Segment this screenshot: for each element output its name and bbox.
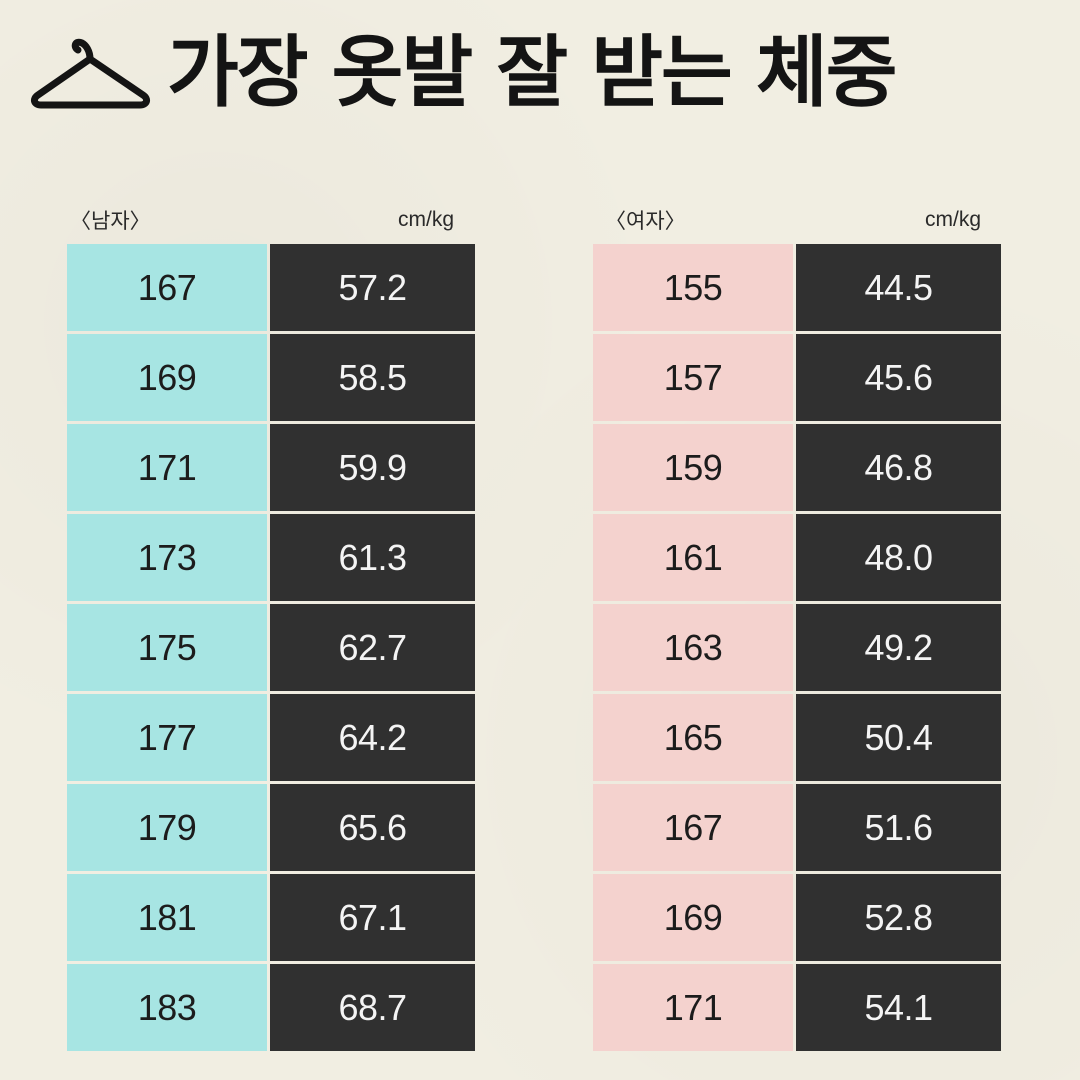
female-table-title: 〈여자〉 (605, 209, 686, 233)
female-weight-cell: 44.5 (796, 244, 1001, 331)
female-height-cell: 171 (593, 964, 793, 1051)
title-bar: 가장 옷발 잘 받는 체중 (28, 18, 897, 128)
female-height-cell: 163 (593, 604, 793, 691)
male-weight-cell: 57.2 (270, 244, 475, 331)
female-height-cell: 167 (593, 784, 793, 871)
female-table-row: 167 51.6 (593, 784, 1003, 873)
female-height-cell: 165 (593, 694, 793, 781)
female-weight-cell: 46.8 (796, 424, 1001, 511)
male-table-row: 177 64.2 (67, 694, 477, 783)
female-weight-table: 155 44.5 157 45.6 159 46.8 161 48.0 163 49.2 165 50… (593, 244, 1003, 1053)
male-height-cell: 173 (67, 514, 267, 601)
male-table-row: 169 58.5 (67, 334, 477, 423)
male-weight-cell: 61.3 (270, 514, 475, 601)
male-table-row: 179 65.6 (67, 784, 477, 873)
male-height-cell: 179 (67, 784, 267, 871)
male-weight-cell: 67.1 (270, 874, 475, 961)
female-height-cell: 169 (593, 874, 793, 961)
male-height-cell: 171 (67, 424, 267, 511)
male-height-cell: 167 (67, 244, 267, 331)
male-height-cell: 183 (67, 964, 267, 1051)
hanger-icon (30, 38, 151, 109)
female-table-row: 171 54.1 (593, 964, 1003, 1053)
male-table-row: 171 59.9 (67, 424, 477, 513)
female-height-cell: 155 (593, 244, 793, 331)
male-table-row: 183 68.7 (67, 964, 477, 1053)
female-weight-cell: 51.6 (796, 784, 1001, 871)
female-table-row: 165 50.4 (593, 694, 1003, 783)
page-title: 가장 옷발 잘 받는 체중 (167, 28, 897, 118)
female-weight-cell: 49.2 (796, 604, 1001, 691)
female-unit-label: cm/kg (925, 208, 982, 231)
female-table-row: 157 45.6 (593, 334, 1003, 423)
female-height-cell: 157 (593, 334, 793, 421)
male-unit-label: cm/kg (398, 208, 455, 231)
male-weight-table: 167 57.2 169 58.5 171 59.9 173 61.3 175 62.7 177 64… (67, 244, 477, 1053)
male-weight-cell: 59.9 (270, 424, 475, 511)
female-height-cell: 161 (593, 514, 793, 601)
male-weight-cell: 62.7 (270, 604, 475, 691)
male-weight-cell: 64.2 (270, 694, 475, 781)
female-weight-cell: 52.8 (796, 874, 1001, 961)
male-height-cell: 175 (67, 604, 267, 691)
male-weight-cell: 58.5 (270, 334, 475, 421)
male-height-cell: 169 (67, 334, 267, 421)
female-table-row: 161 48.0 (593, 514, 1003, 603)
male-weight-cell: 68.7 (270, 964, 475, 1051)
female-weight-cell: 50.4 (796, 694, 1001, 781)
male-weight-cell: 65.6 (270, 784, 475, 871)
male-height-cell: 177 (67, 694, 267, 781)
male-table-row: 175 62.7 (67, 604, 477, 693)
female-table-row: 169 52.8 (593, 874, 1003, 963)
male-table-row: 167 57.2 (67, 244, 477, 333)
male-table-title: 〈남자〉 (70, 209, 151, 233)
female-table-row: 163 49.2 (593, 604, 1003, 693)
female-weight-cell: 45.6 (796, 334, 1001, 421)
male-table-row: 181 67.1 (67, 874, 477, 963)
male-table-row: 173 61.3 (67, 514, 477, 603)
female-table-row: 159 46.8 (593, 424, 1003, 513)
female-weight-cell: 54.1 (796, 964, 1001, 1051)
female-weight-cell: 48.0 (796, 514, 1001, 601)
male-height-cell: 181 (67, 874, 267, 961)
female-height-cell: 159 (593, 424, 793, 511)
female-table-row: 155 44.5 (593, 244, 1003, 333)
